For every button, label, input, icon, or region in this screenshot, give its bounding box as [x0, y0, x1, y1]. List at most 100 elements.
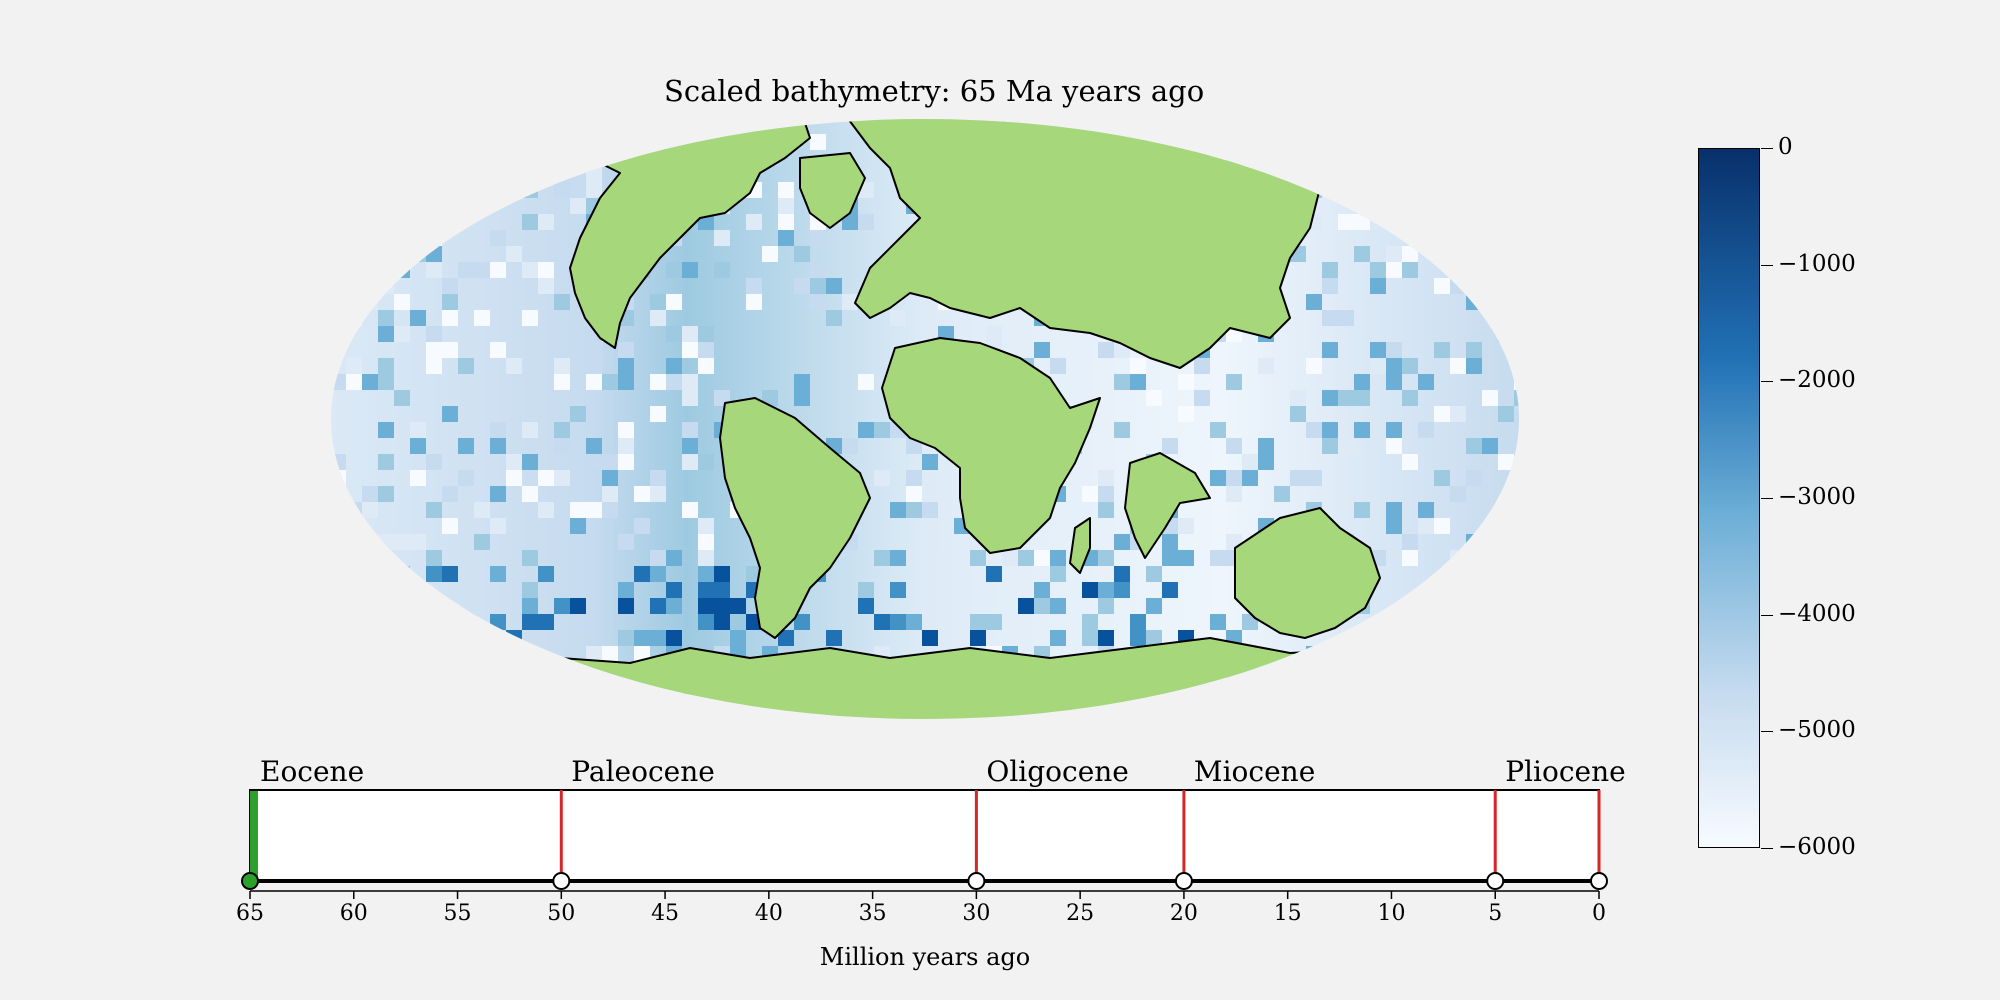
bathymetry-cell: [474, 262, 490, 278]
bathymetry-cell: [1402, 646, 1418, 662]
bathymetry-cell: [490, 182, 506, 198]
bathymetry-cell: [554, 358, 570, 374]
bathymetry-cell: [490, 262, 506, 278]
bathymetry-cell: [1162, 438, 1178, 454]
bathymetry-cell: [1034, 598, 1050, 614]
bathymetry-cell: [586, 342, 602, 358]
timeline-tick-label: 10: [1377, 901, 1406, 926]
bathymetry-cell: [554, 438, 570, 454]
bathymetry-cell: [1098, 342, 1114, 358]
bathymetry-cell: [554, 710, 570, 719]
bathymetry-cell: [1418, 518, 1434, 534]
bathymetry-cell: [331, 230, 346, 246]
bathymetry-cell: [1274, 119, 1290, 134]
bathymetry-cell: [1338, 134, 1354, 150]
bathymetry-cell: [346, 582, 362, 598]
bathymetry-cell: [906, 502, 922, 518]
bathymetry-cell: [538, 166, 554, 182]
bathymetry-cell: [426, 358, 442, 374]
bathymetry-cell: [426, 550, 442, 566]
bathymetry-cell: [1354, 390, 1370, 406]
bathymetry-cell: [442, 134, 458, 150]
bathymetry-cell: [394, 326, 410, 342]
bathymetry-cell: [490, 694, 506, 710]
bathymetry-cell: [1386, 358, 1402, 374]
bathymetry-cell: [426, 246, 442, 262]
bathymetry-cell: [1434, 598, 1450, 614]
bathymetry-cell: [506, 454, 522, 470]
bathymetry-cell: [474, 502, 490, 518]
bathymetry-cell: [714, 566, 730, 582]
bathymetry-cell: [331, 486, 346, 502]
bathymetry-cell: [1386, 502, 1402, 518]
bathymetry-cell: [714, 598, 730, 614]
timeline-tick-label: 35: [858, 901, 887, 926]
bathymetry-cell: [522, 262, 538, 278]
bathymetry-cell: [666, 374, 682, 390]
bathymetry-cell: [1130, 614, 1146, 630]
bathymetry-cell: [570, 502, 586, 518]
bathymetry-cell: [634, 518, 650, 534]
bathymetry-cell: [650, 630, 666, 646]
bathymetry-cell: [378, 614, 394, 630]
bathymetry-cell: [1370, 342, 1386, 358]
bathymetry-cell: [842, 294, 858, 310]
bathymetry-cell: [666, 326, 682, 342]
bathymetry-cell: [922, 502, 938, 518]
colorbar-tick-label: −6000: [1778, 834, 1856, 860]
bathymetry-cell: [586, 166, 602, 182]
bathymetry-cell: [1258, 454, 1274, 470]
bathymetry-cell: [986, 614, 1002, 630]
bathymetry-cell: [410, 630, 426, 646]
bathymetry-cell: [410, 646, 426, 662]
bathymetry-cell: [698, 614, 714, 630]
bathymetry-cell: [1082, 486, 1098, 502]
bathymetry-cell: [331, 630, 346, 646]
bathymetry-cell: [378, 150, 394, 166]
colorbar-tick-label: −4000: [1778, 600, 1856, 627]
bathymetry-cell: [410, 694, 426, 710]
bathymetry-cell: [1386, 518, 1402, 534]
colorbar-tick-label: −3000: [1778, 484, 1856, 510]
bathymetry-cell: [858, 374, 874, 390]
bathymetry-cell: [986, 566, 1002, 582]
bathymetry-cell: [650, 598, 666, 614]
bathymetry-cell: [890, 614, 906, 630]
world-map: [331, 119, 1519, 719]
bathymetry-cell: [1306, 119, 1322, 134]
bathymetry-cell: [331, 582, 346, 598]
bathymetry-cell: [858, 582, 874, 598]
bathymetry-cell: [890, 582, 906, 598]
bathymetry-cell: [1498, 406, 1514, 422]
bathymetry-cell: [714, 614, 730, 630]
bathymetry-cell: [1386, 438, 1402, 454]
colorbar-tick: [1761, 731, 1773, 733]
bathymetry-cell: [1178, 374, 1194, 390]
land-australia: [1234, 507, 1381, 639]
bathymetry-cell: [1290, 406, 1306, 422]
bathymetry-cell: [778, 182, 794, 198]
bathymetry-cell: [1450, 230, 1466, 246]
timeline-tick-label: 60: [339, 901, 368, 926]
bathymetry-cell: [522, 486, 538, 502]
bathymetry-cell: [906, 486, 922, 502]
bathymetry-cell: [602, 646, 618, 662]
bathymetry-cell: [858, 598, 874, 614]
timeline-marker: [1174, 872, 1193, 890]
bathymetry-cell: [346, 502, 362, 518]
bathymetry-cell: [650, 134, 666, 150]
bathymetry-cell: [1434, 518, 1450, 534]
bathymetry-cell: [922, 518, 938, 534]
bathymetry-cell: [378, 374, 394, 390]
bathymetry-cell: [426, 326, 442, 342]
colorbar-tick-label: −2000: [1778, 367, 1856, 394]
bathymetry-cell: [698, 534, 714, 550]
bathymetry-cell: [362, 662, 378, 678]
bathymetry-cell: [442, 342, 458, 358]
bathymetry-cell: [378, 486, 394, 502]
bathymetry-cell: [522, 214, 538, 230]
bathymetry-cell: [890, 502, 906, 518]
bathymetry-cell: [1322, 342, 1338, 358]
bathymetry-cell: [1354, 214, 1370, 230]
colorbar-tick-label: −5000: [1778, 717, 1856, 744]
